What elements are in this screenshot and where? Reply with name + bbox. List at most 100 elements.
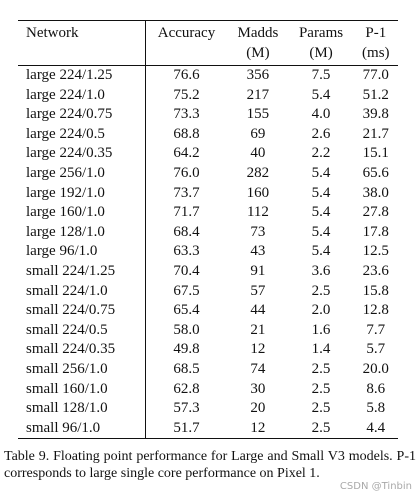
table-row: large 224/0.5 68.8 69 2.6 21.7 <box>18 124 398 145</box>
cell-params: 5.4 <box>311 204 331 221</box>
table-row: small 224/1.0 67.5 57 2.5 15.8 <box>18 281 398 302</box>
cell-madds: 282 <box>246 164 270 181</box>
cell-p1: 39.8 <box>362 106 389 123</box>
cell-p1: 12.5 <box>362 243 389 260</box>
cell-network: small 160/1.0 <box>26 380 108 397</box>
column-unit-p1: (ms) <box>353 44 398 66</box>
cell-network: small 224/1.0 <box>26 282 108 299</box>
header-units-row: (M) (M) (ms) <box>18 44 398 66</box>
cell-network: large 160/1.0 <box>26 204 105 221</box>
cell-p1: 8.6 <box>366 380 386 397</box>
cell-params: 1.4 <box>311 341 331 358</box>
cell-p1: 51.2 <box>362 86 389 103</box>
cell-network: small 256/1.0 <box>26 360 108 377</box>
cell-params: 1.6 <box>311 321 331 338</box>
cell-p1: 23.6 <box>362 262 389 279</box>
table-container: Network Accuracy Madds Params P-1 (M) (M… <box>18 20 398 440</box>
cell-network: large 192/1.0 <box>26 184 105 201</box>
cell-madds: 12 <box>227 418 289 440</box>
cell-madds: 57 <box>250 282 266 299</box>
cell-p1: 5.7 <box>366 341 386 358</box>
cell-network: large 224/0.35 <box>26 145 113 162</box>
cell-accuracy: 68.4 <box>144 222 228 243</box>
cell-network: small 224/0.35 <box>26 341 116 358</box>
cell-accuracy: 62.8 <box>144 379 228 400</box>
cell-p1: 7.7 <box>366 321 386 338</box>
table-row: large 256/1.0 76.0 282 5.4 65.6 <box>18 163 398 184</box>
column-header-network: Network <box>18 20 146 44</box>
cell-accuracy: 63.3 <box>144 242 228 262</box>
column-unit-accuracy <box>144 44 228 66</box>
cell-madds: 43 <box>250 243 266 260</box>
cell-accuracy: 76.6 <box>144 65 228 86</box>
cell-accuracy: 49.8 <box>144 340 228 360</box>
cell-params: 2.5 <box>311 282 331 299</box>
table-body: large 224/1.25 76.6 356 7.5 77.0 large 224/1.… <box>18 65 398 440</box>
column-header-p1: P-1 <box>353 20 398 44</box>
cell-madds: 44 <box>250 302 266 319</box>
cell-network: small 96/1.0 <box>18 418 146 440</box>
cell-p1: 21.7 <box>362 125 389 142</box>
cell-accuracy: 73.7 <box>144 183 228 204</box>
column-unit-params: (M) <box>288 44 354 66</box>
cell-network: small 224/0.75 <box>26 302 116 319</box>
cell-accuracy: 67.5 <box>144 281 228 302</box>
cell-p1: 65.6 <box>362 164 389 181</box>
cell-params: 5.4 <box>311 184 331 201</box>
cell-network: large 128/1.0 <box>26 223 105 240</box>
cell-accuracy: 71.7 <box>144 203 228 223</box>
cell-madds: 40 <box>250 145 266 162</box>
cell-madds: 112 <box>246 204 269 221</box>
table-row: small 256/1.0 68.5 74 2.5 20.0 <box>18 359 398 380</box>
cell-madds: 91 <box>250 262 266 279</box>
cell-params: 3.6 <box>311 262 331 279</box>
cell-p1: 5.8 <box>366 400 386 417</box>
cell-p1: 17.8 <box>362 223 389 240</box>
cell-madds: 155 <box>246 106 270 123</box>
cell-accuracy: 68.5 <box>144 359 228 380</box>
cell-madds: 74 <box>250 360 266 377</box>
cell-network: small 224/0.5 <box>26 321 108 338</box>
table-row: large 224/1.0 75.2 217 5.4 51.2 <box>18 85 398 106</box>
cell-params: 2.5 <box>311 400 331 417</box>
cell-network: large 224/0.75 <box>26 106 113 123</box>
column-header-madds: Madds <box>227 20 289 44</box>
column-header-accuracy: Accuracy <box>144 20 228 44</box>
cell-madds: 30 <box>250 380 266 397</box>
cell-accuracy: 70.4 <box>144 261 228 282</box>
cell-accuracy: 51.7 <box>144 418 228 440</box>
cell-madds: 356 <box>246 67 270 83</box>
cell-network: large 224/1.25 <box>26 67 113 83</box>
cell-params: 7.5 <box>311 67 331 83</box>
cell-network: large 224/1.0 <box>26 86 105 103</box>
results-table: Network Accuracy Madds Params P-1 (M) (M… <box>18 20 398 440</box>
cell-params: 5.4 <box>311 243 331 260</box>
cell-params: 5.4 <box>311 164 331 181</box>
table-row: small 160/1.0 62.8 30 2.5 8.6 <box>18 379 398 400</box>
cell-accuracy: 75.2 <box>144 85 228 106</box>
cell-params: 4.0 <box>311 106 331 123</box>
cell-madds: 69 <box>250 125 266 142</box>
cell-params: 2.5 <box>311 360 331 377</box>
column-unit-madds: (M) <box>227 44 289 66</box>
cell-network: large 256/1.0 <box>26 164 105 181</box>
table-row: large 192/1.0 73.7 160 5.4 38.0 <box>18 183 398 204</box>
watermark: CSDN @Tinbin <box>339 481 412 492</box>
cell-params: 5.4 <box>311 223 331 240</box>
table-row: small 224/0.5 58.0 21 1.6 7.7 <box>18 320 398 341</box>
cell-network: small 128/1.0 <box>26 400 108 417</box>
cell-params: 2.0 <box>311 302 331 319</box>
cell-network: large 96/1.0 <box>26 243 98 260</box>
cell-params: 2.5 <box>311 380 331 397</box>
cell-p1: 20.0 <box>362 360 389 377</box>
cell-p1: 77.0 <box>362 67 389 83</box>
cell-accuracy: 68.8 <box>144 124 228 145</box>
table-row: small 224/0.35 49.8 12 1.4 5.7 <box>18 340 398 360</box>
table-caption: Table 9. Floating point performance for … <box>4 449 416 481</box>
cell-accuracy: 76.0 <box>144 163 228 184</box>
cell-network: small 224/1.25 <box>26 262 116 279</box>
table-row: large 96/1.0 63.3 43 5.4 12.5 <box>18 242 398 262</box>
cell-p1: 4.4 <box>353 418 398 440</box>
table-row: large 128/1.0 68.4 73 5.4 17.8 <box>18 222 398 243</box>
cell-accuracy: 65.4 <box>144 301 228 321</box>
